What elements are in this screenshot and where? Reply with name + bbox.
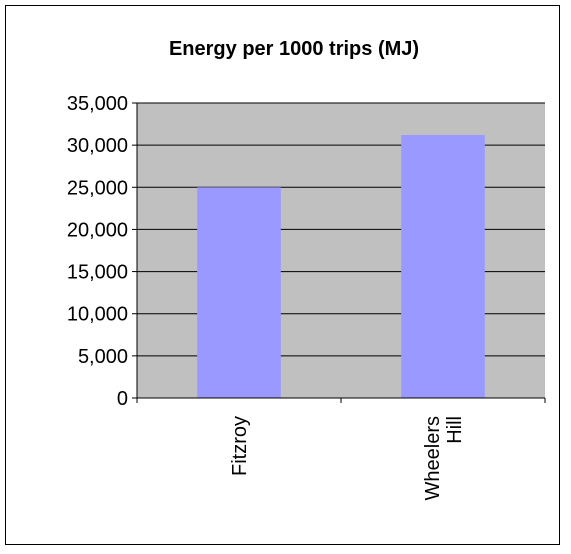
x-tick-labels: Fitzroy Wheelers Hill: [229, 416, 466, 500]
y-tick-labels: 0 5,000 10,000 15,000 20,000 25,000 30,000 35,0…: [67, 93, 128, 410]
axes: [132, 102, 546, 403]
x-tick-label-group: Wheelers Hill: [422, 416, 466, 500]
bar: [401, 135, 485, 398]
bars: [197, 135, 485, 398]
bar: [197, 187, 281, 398]
bar-chart: Energy per 1000 trips (MJ) 0 5,000 10,000 1…: [67, 38, 546, 500]
y-tick-label: 10,000: [67, 304, 128, 326]
y-tick-label: 5,000: [78, 346, 128, 368]
x-tick-label-group: Fitzroy: [229, 416, 251, 476]
y-tick-label: 20,000: [67, 219, 128, 241]
y-tick-label: 15,000: [67, 262, 128, 284]
y-tick-label: 25,000: [67, 177, 128, 199]
x-tick-label: Wheelers: [422, 416, 444, 500]
x-tick-label: Hill: [444, 416, 466, 444]
y-tick-label: 30,000: [67, 135, 128, 157]
y-tick-label: 35,000: [67, 93, 128, 115]
y-tick-label: 0: [117, 388, 128, 410]
chart-title: Energy per 1000 trips (MJ): [169, 38, 419, 60]
x-tick-label: Fitzroy: [229, 416, 251, 476]
chart-frame: Energy per 1000 trips (MJ) 0 5,000 10,000 1…: [5, 5, 560, 545]
